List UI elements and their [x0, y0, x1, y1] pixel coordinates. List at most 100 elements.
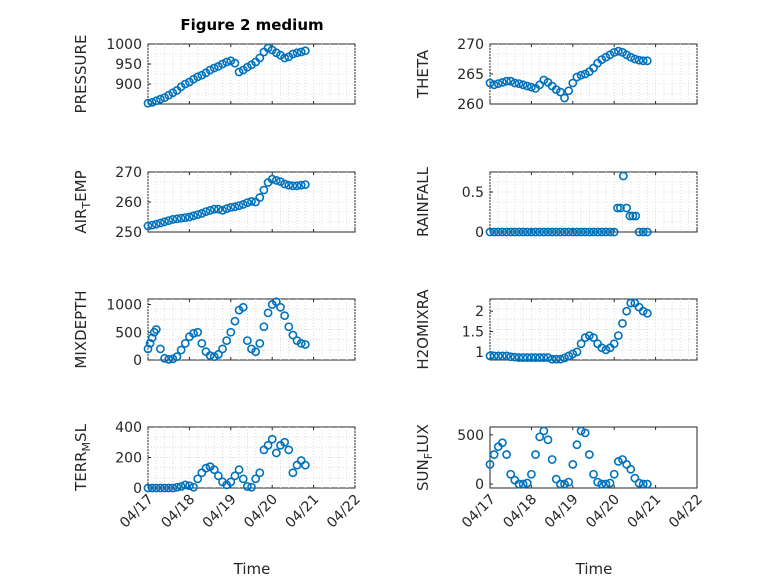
y-tick-label: 500	[115, 325, 142, 341]
x-tick-label: 04/19	[200, 492, 240, 532]
data-point	[609, 469, 619, 479]
subplot-2: 260 265 270 THETA	[414, 37, 698, 113]
y-axis-label: THETA	[414, 49, 432, 99]
subplot-8: 0 500 SUNFLUX 04/17 04/18 04/19 04/20 04/21 04/2…	[414, 424, 706, 531]
y-tick-label: 0	[133, 353, 142, 369]
data-point	[485, 78, 495, 88]
data-point	[172, 214, 182, 224]
axes-frame	[489, 43, 698, 105]
x-tick-label: 04/20	[583, 492, 623, 532]
data-point	[288, 468, 298, 478]
data-point	[143, 344, 153, 354]
y-tick-label: 265	[457, 67, 484, 83]
data-point	[164, 483, 174, 493]
data-point	[502, 351, 511, 361]
data-point	[642, 56, 652, 66]
x-tick-label: 04/22	[666, 492, 706, 532]
data-point	[193, 72, 203, 82]
x-tick-label: 04/17	[459, 492, 499, 532]
data-point	[176, 213, 186, 223]
x-axis-label-left: Time	[233, 560, 271, 578]
y-tick-label: 400	[115, 420, 142, 436]
data-point	[263, 440, 273, 450]
data-point	[234, 67, 244, 77]
data-point	[638, 479, 648, 489]
data-point	[555, 227, 565, 237]
data-point	[222, 336, 232, 345]
data-point	[531, 450, 540, 459]
data-point	[506, 469, 516, 479]
data-point	[209, 465, 219, 475]
y-tick-label: 950	[115, 57, 142, 73]
data-point	[160, 217, 169, 227]
data-point	[622, 203, 632, 213]
data-point	[222, 57, 232, 67]
data-point	[555, 479, 565, 489]
data-point	[589, 469, 598, 479]
data-point	[498, 227, 507, 237]
data-point	[539, 426, 549, 436]
data-point	[226, 477, 236, 487]
x-axis-label-right: Time	[575, 560, 613, 578]
data-point	[247, 482, 256, 492]
data-point	[638, 227, 648, 237]
data-point	[251, 474, 261, 484]
data-point	[543, 353, 553, 362]
y-tick-label: 260	[457, 97, 484, 113]
subplot-6: 1 1.5 2 H2OMIXRA	[414, 289, 698, 370]
data-point	[280, 311, 290, 321]
data-point	[609, 227, 619, 237]
data-point	[502, 450, 511, 459]
data-point	[242, 482, 252, 491]
data-point	[276, 302, 285, 312]
data-point	[230, 316, 240, 326]
data-point	[580, 333, 590, 343]
data-point	[267, 434, 277, 444]
data-point	[242, 336, 252, 345]
data-point	[263, 308, 273, 318]
data-point	[642, 308, 652, 318]
data-point	[510, 352, 520, 362]
data-point	[259, 322, 269, 332]
data-point	[568, 78, 578, 88]
data-point	[300, 340, 310, 349]
data-point	[601, 479, 611, 489]
data-point	[531, 227, 540, 237]
data-point	[300, 46, 310, 56]
data-point	[535, 227, 545, 237]
data-point	[168, 214, 178, 224]
data-point	[284, 322, 294, 332]
data-point	[593, 227, 603, 237]
data-point	[609, 48, 619, 57]
data-point	[622, 306, 632, 316]
data-point	[288, 181, 298, 191]
data-point	[613, 457, 623, 466]
data-point	[184, 212, 194, 222]
data-point	[576, 70, 586, 80]
data-point	[193, 474, 203, 484]
data-point	[535, 432, 545, 442]
data-point	[180, 480, 190, 490]
data-point	[527, 82, 536, 92]
data-point	[151, 483, 161, 493]
x-tick-label: 04/19	[542, 492, 582, 532]
data-point	[531, 353, 540, 362]
data-point	[564, 351, 574, 361]
axes-frame	[489, 171, 698, 233]
data-point	[502, 227, 511, 237]
data-point	[568, 459, 578, 469]
data-point	[618, 318, 627, 328]
data-point	[555, 354, 565, 364]
data-point	[176, 345, 186, 355]
axes-frame	[489, 426, 698, 489]
y-tick-label: 2	[475, 304, 484, 320]
data-point	[234, 201, 244, 210]
data-point	[572, 440, 582, 450]
data-point	[564, 477, 574, 487]
axes-frame	[489, 298, 698, 361]
data-point	[263, 43, 273, 53]
data-point	[147, 333, 157, 343]
data-point	[527, 469, 536, 479]
data-point	[518, 479, 528, 489]
